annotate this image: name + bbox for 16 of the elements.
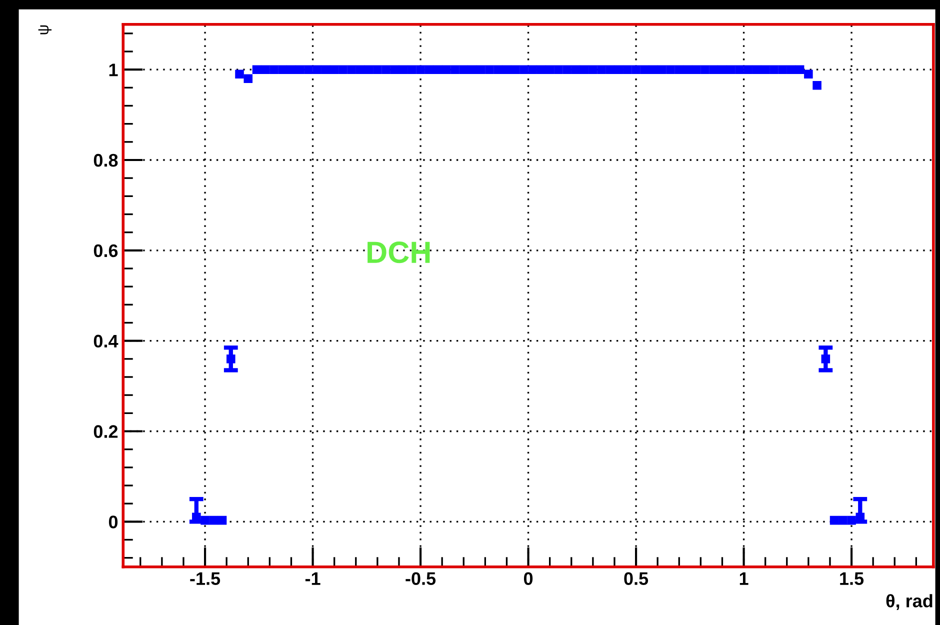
y-tick-label: 0 [108, 516, 118, 528]
x-tick-label: -1 [305, 572, 320, 585]
x-tick-label: -1.5 [190, 572, 220, 585]
y-axis-title: ψ [38, 25, 52, 34]
annotation: DCH [368, 242, 430, 264]
y-tick-label: 0.2 [94, 425, 118, 438]
y-tick-label: 0.4 [94, 334, 118, 348]
x-tick-label: 1.5 [840, 572, 864, 585]
y-tick-label: 0.6 [94, 244, 118, 258]
x-tick-label: 0.5 [624, 572, 648, 585]
x-tick-label: 1 [740, 572, 748, 585]
x-tick-label: -0.5 [406, 572, 436, 585]
x-axis-title: θ, rad [886, 594, 932, 610]
y-tick-label: 0.8 [94, 154, 118, 167]
y-tick-label: 1 [109, 64, 118, 76]
x-tick-label: 0 [524, 572, 533, 585]
